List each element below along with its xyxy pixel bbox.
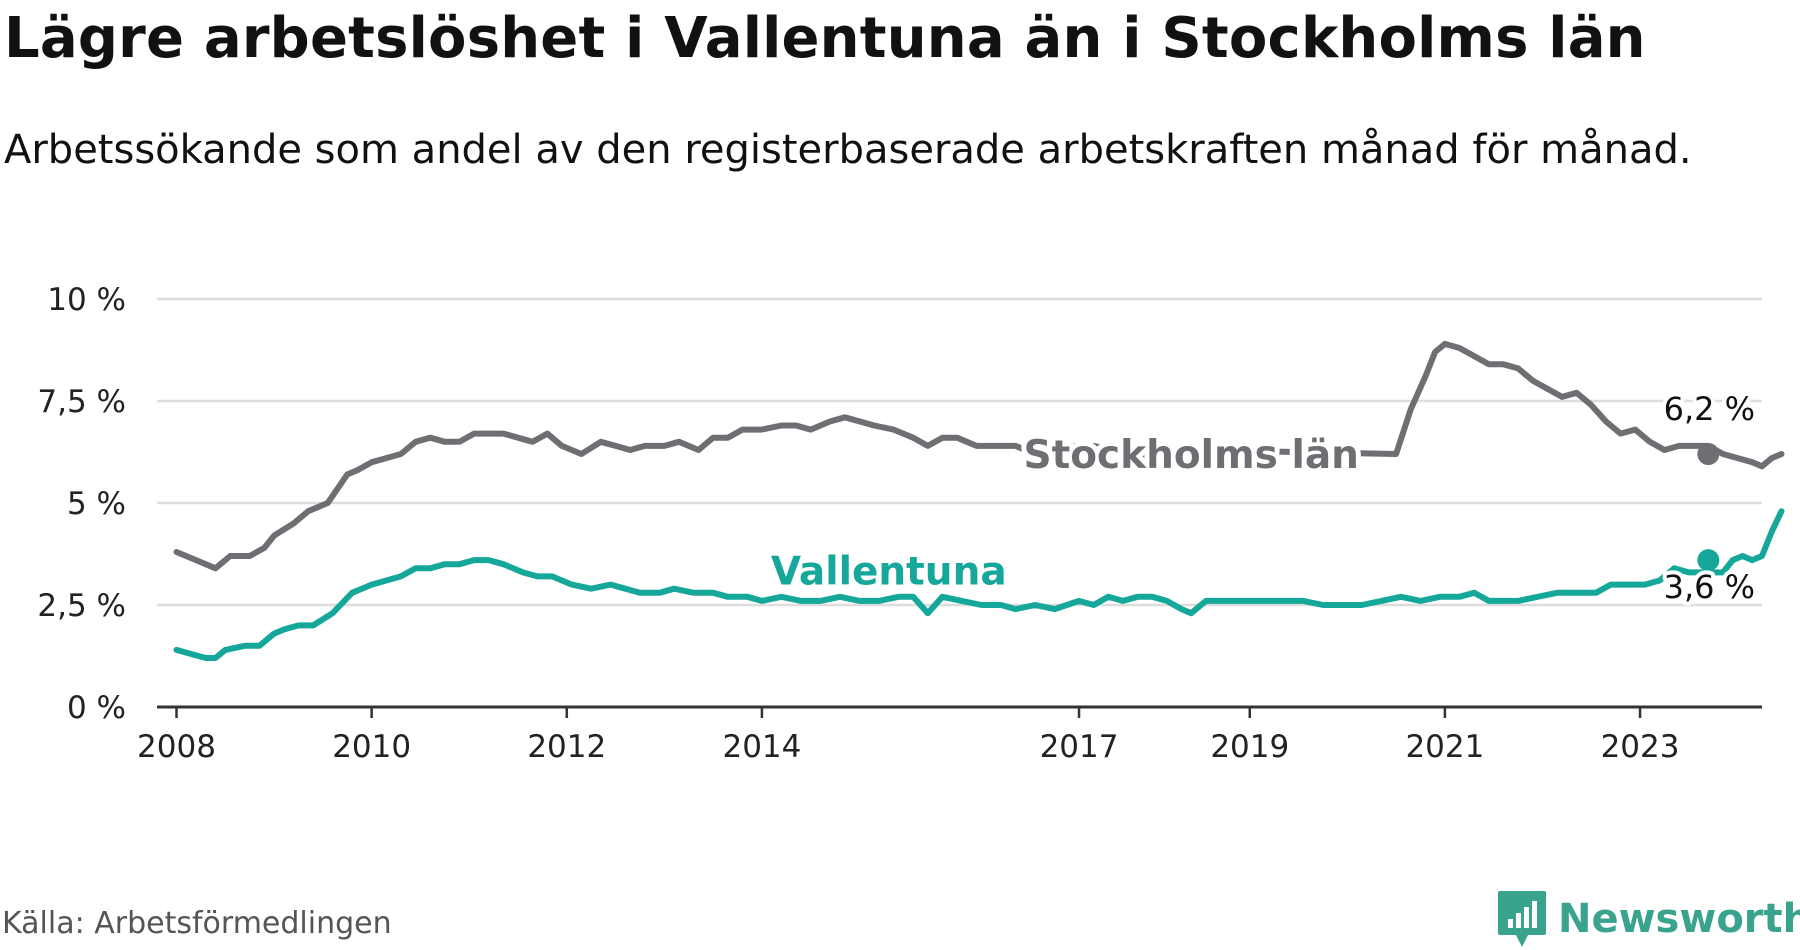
x-tick-label: 2019 bbox=[1210, 729, 1289, 765]
chart-subtitle: Arbetssökande som andel av den registerb… bbox=[4, 127, 1692, 173]
y-tick-label: 5 % bbox=[67, 486, 126, 522]
vallentuna-end-marker bbox=[1697, 549, 1720, 572]
y-tick-label: 7,5 % bbox=[37, 384, 126, 420]
x-tick-label: 2014 bbox=[722, 729, 801, 765]
y-axis-ticks: 0 % 2,5 % 5 % 7,5 % 10 % bbox=[37, 282, 126, 726]
y-tick-label: 10 % bbox=[47, 282, 126, 318]
stockholm-series-label: Stockholms län bbox=[1024, 433, 1359, 478]
y-tick-label: 2,5 % bbox=[37, 588, 126, 624]
stockholm-end-label: 6,2 % bbox=[1664, 390, 1755, 428]
x-axis: 2008 2010 2012 2014 2017 2019 2021 2023 bbox=[137, 705, 1762, 765]
brand-name: Newsworthy bbox=[1558, 896, 1800, 942]
x-tick-label: 2012 bbox=[527, 729, 606, 765]
chart-title: Lägre arbetslöshet i Vallentuna än i Sto… bbox=[4, 6, 1646, 71]
newsworthy-logo-icon bbox=[1498, 891, 1546, 947]
vallentuna-line bbox=[173, 508, 1785, 661]
vallentuna-end-label: 3,6 % bbox=[1664, 568, 1755, 606]
series-lines bbox=[173, 340, 1785, 661]
series-labels: Stockholms län Vallentuna 6,2 % 3,6 % bbox=[766, 386, 1759, 610]
x-tick-label: 2023 bbox=[1601, 729, 1680, 765]
brand-logo[interactable]: Newsworthy bbox=[1496, 888, 1800, 950]
source-note: Källa: Arbetsförmedlingen bbox=[2, 906, 392, 941]
x-tick-label: 2010 bbox=[332, 729, 411, 765]
x-tick-label: 2021 bbox=[1405, 729, 1484, 765]
x-tick-label: 2017 bbox=[1040, 729, 1119, 765]
gridlines bbox=[157, 297, 1762, 607]
stockholm-end-marker bbox=[1697, 443, 1720, 466]
vallentuna-series-label: Vallentuna bbox=[771, 549, 1007, 594]
stockholm-line bbox=[173, 340, 1785, 572]
x-tick-label: 2008 bbox=[137, 729, 216, 765]
y-tick-label: 0 % bbox=[67, 690, 126, 726]
